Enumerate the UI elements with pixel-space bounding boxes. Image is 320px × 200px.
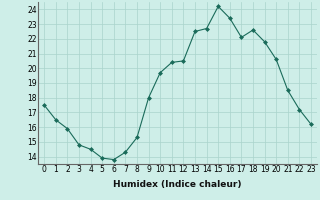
X-axis label: Humidex (Indice chaleur): Humidex (Indice chaleur) [113,180,242,189]
